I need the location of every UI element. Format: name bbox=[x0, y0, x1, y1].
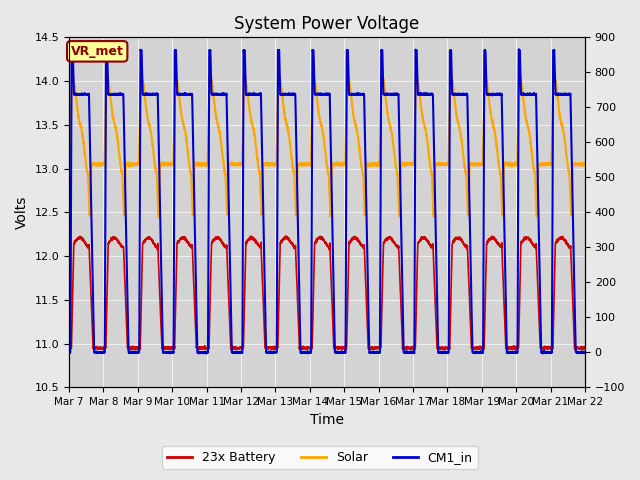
X-axis label: Time: Time bbox=[310, 413, 344, 427]
23x Battery bbox=[540, 348, 547, 353]
23x Battery bbox=[440, 345, 448, 351]
23x Battery bbox=[581, 346, 589, 351]
Line: 23x Battery: 23x Battery bbox=[69, 236, 585, 350]
CM1_in bbox=[65, 349, 73, 355]
Solar bbox=[310, 76, 318, 82]
Solar bbox=[155, 215, 163, 220]
23x Battery bbox=[566, 243, 573, 249]
CM1_in bbox=[581, 349, 589, 355]
CM1_in bbox=[166, 350, 173, 356]
Line: Solar: Solar bbox=[69, 72, 585, 217]
Line: CM1_in: CM1_in bbox=[69, 49, 585, 353]
Text: VR_met: VR_met bbox=[71, 45, 124, 58]
Solar bbox=[286, 143, 294, 148]
CM1_in bbox=[515, 47, 523, 52]
Solar bbox=[566, 171, 573, 177]
CM1_in bbox=[282, 91, 290, 97]
23x Battery bbox=[286, 238, 294, 244]
23x Battery bbox=[540, 346, 547, 352]
Solar bbox=[440, 162, 448, 168]
23x Battery bbox=[282, 234, 290, 240]
Solar bbox=[65, 161, 73, 167]
Solar bbox=[172, 69, 179, 74]
Y-axis label: Volts: Volts bbox=[15, 196, 29, 229]
Title: System Power Voltage: System Power Voltage bbox=[234, 15, 420, 33]
Legend: 23x Battery, Solar, CM1_in: 23x Battery, Solar, CM1_in bbox=[163, 446, 477, 469]
CM1_in bbox=[286, 92, 294, 97]
23x Battery bbox=[247, 233, 255, 239]
CM1_in bbox=[440, 349, 448, 355]
Solar bbox=[581, 161, 589, 167]
23x Battery bbox=[310, 254, 318, 260]
CM1_in bbox=[310, 76, 318, 82]
CM1_in bbox=[566, 92, 573, 97]
CM1_in bbox=[540, 349, 547, 355]
23x Battery bbox=[65, 344, 73, 349]
Solar bbox=[282, 119, 290, 125]
Solar bbox=[540, 162, 547, 168]
